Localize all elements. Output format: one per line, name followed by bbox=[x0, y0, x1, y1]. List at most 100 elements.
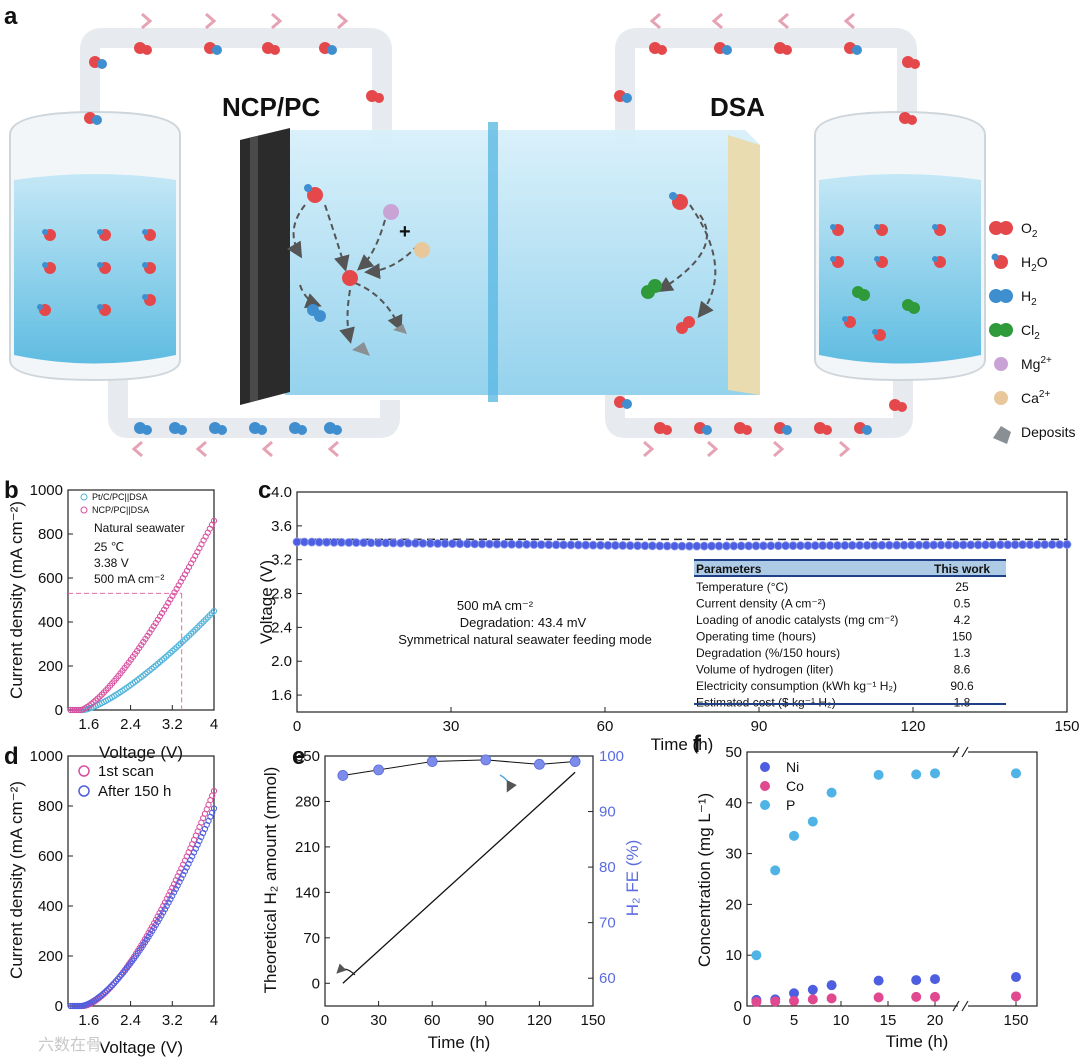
table-row-value: 90.6 bbox=[950, 679, 974, 693]
x-tick-label: 15 bbox=[880, 1012, 897, 1029]
y2-tick-label: 60 bbox=[599, 970, 616, 987]
right-tank bbox=[814, 110, 986, 382]
tank-molecule-atom bbox=[842, 316, 848, 322]
voltage-point bbox=[425, 538, 435, 548]
panel-f-legend: Ni Co P bbox=[760, 759, 804, 813]
cathode-electrode bbox=[240, 128, 290, 405]
data-point-1stscan bbox=[160, 902, 167, 910]
data-point-after150h bbox=[180, 871, 187, 878]
data-point-ni bbox=[930, 974, 940, 985]
voltage-point bbox=[359, 538, 369, 548]
voltage-point bbox=[655, 541, 665, 551]
voltage-point bbox=[374, 538, 383, 548]
data-point-after150h bbox=[160, 909, 167, 916]
data-point-after150h bbox=[174, 882, 181, 889]
data-point-1stscan bbox=[172, 877, 179, 884]
y2-tick-label: 70 bbox=[599, 915, 616, 932]
panel-e-xlabel: Time (h) bbox=[428, 1033, 491, 1052]
data-point-after150h bbox=[100, 990, 107, 997]
data-point-after150h bbox=[105, 985, 112, 992]
data-point-after150h bbox=[176, 878, 183, 886]
data-point-after150h bbox=[103, 987, 111, 994]
data-point-after150h bbox=[187, 856, 194, 864]
pipe-molecule-atom bbox=[897, 402, 907, 412]
table-row-param: Electricity consumption (kWh kg⁻¹ H₂) bbox=[696, 679, 897, 693]
y-tick-label: 200 bbox=[38, 948, 63, 965]
x-tick-label: 60 bbox=[424, 1012, 441, 1029]
y-tick-label: 10 bbox=[725, 947, 742, 964]
y-tick-label: 20 bbox=[725, 896, 742, 913]
y-tick-label: 4.0 bbox=[271, 484, 292, 501]
pipe-molecule-atom bbox=[742, 425, 752, 435]
x-tick-label: 0 bbox=[321, 1012, 329, 1029]
data-point-ni bbox=[789, 988, 799, 999]
pipe-molecule-atom bbox=[702, 425, 712, 435]
voltage-point bbox=[625, 541, 635, 550]
voltage-point bbox=[944, 540, 953, 550]
panel-c-annot-3: Symmetrical natural seawater feeding mod… bbox=[398, 632, 652, 647]
y2-tick-label: 80 bbox=[599, 859, 616, 876]
voltage-point bbox=[803, 541, 813, 551]
voltage-point bbox=[485, 539, 494, 549]
table-header-bg bbox=[694, 560, 1006, 576]
x-tick-label: 10 bbox=[833, 1012, 850, 1029]
data-point-p bbox=[1011, 768, 1021, 779]
voltage-point bbox=[647, 541, 657, 551]
voltage-point bbox=[581, 540, 591, 550]
panel-b-polarization: b Voltage (V) Current density (mA cm⁻²) … bbox=[4, 477, 218, 762]
voltage-point bbox=[573, 540, 583, 550]
panel-e-arrow-right bbox=[499, 774, 517, 793]
voltage-point bbox=[884, 540, 894, 550]
voltage-point bbox=[1010, 540, 1020, 550]
data-point-after150h bbox=[163, 902, 170, 909]
y-tick-label: 140 bbox=[295, 884, 320, 901]
data-point-after150h bbox=[183, 864, 190, 871]
x-tick-label: 60 bbox=[597, 718, 614, 735]
voltage-point bbox=[388, 538, 398, 548]
data-point-after150h bbox=[181, 868, 189, 875]
x-tick-label: 150 bbox=[1054, 718, 1079, 735]
pipe-molecule-atom bbox=[662, 425, 672, 435]
pipe-molecule-atom bbox=[142, 45, 152, 55]
voltage-point bbox=[958, 540, 968, 550]
y-tick-label: 400 bbox=[38, 898, 63, 915]
voltage-point bbox=[403, 538, 413, 548]
x-tick-label: 150 bbox=[580, 1012, 605, 1029]
y-tick-label: 210 bbox=[295, 839, 320, 856]
panel-d-legend-marker-1 bbox=[78, 765, 90, 777]
pipe-molecule-atom bbox=[782, 425, 792, 435]
data-point-co bbox=[873, 992, 884, 1003]
panel-b-legend: Pt/C/PC||DSA NCP/PC||DSA bbox=[80, 492, 149, 515]
voltage-point bbox=[781, 541, 791, 551]
tank-molecule-atom bbox=[874, 256, 880, 262]
x-tick-label: 90 bbox=[751, 718, 768, 735]
deposit-icon bbox=[993, 426, 1011, 444]
x-tick-label: 4 bbox=[210, 1012, 218, 1029]
pipe-molecules bbox=[37, 42, 946, 435]
panel-c-stability: c Time (h) Voltage (V) 500 mA cm⁻² Degra… bbox=[257, 477, 1080, 754]
left-tank bbox=[9, 110, 181, 382]
voltage-point bbox=[796, 541, 805, 551]
legend-label: Deposits bbox=[1021, 424, 1075, 440]
x-tick-label: 90 bbox=[477, 1012, 494, 1029]
voltage-point bbox=[618, 541, 628, 550]
h2-molecule-icon-atom bbox=[999, 289, 1013, 303]
x-tick-label: 120 bbox=[900, 718, 925, 735]
y-tick-label: 600 bbox=[38, 570, 63, 587]
voltage-point bbox=[314, 537, 324, 547]
voltage-point bbox=[292, 537, 302, 547]
voltage-point bbox=[640, 541, 650, 551]
tank-molecule-atom bbox=[830, 224, 836, 230]
data-point-co bbox=[930, 991, 940, 1002]
fe-point bbox=[373, 764, 385, 776]
pipe-molecule-atom bbox=[907, 115, 917, 125]
panel-d-axes-frame bbox=[67, 755, 215, 1007]
data-point-ncppcdsa bbox=[69, 706, 76, 714]
tank-molecule-atom bbox=[874, 224, 880, 230]
voltage-point bbox=[1055, 540, 1064, 549]
y-tick-label: 800 bbox=[38, 526, 63, 543]
pipe-molecule-atom bbox=[297, 425, 307, 435]
y-tick-label: 1000 bbox=[30, 748, 63, 765]
panel-d-ylabel: Current density (mA cm⁻²) bbox=[7, 781, 26, 979]
x-tick-label: 30 bbox=[443, 718, 460, 735]
